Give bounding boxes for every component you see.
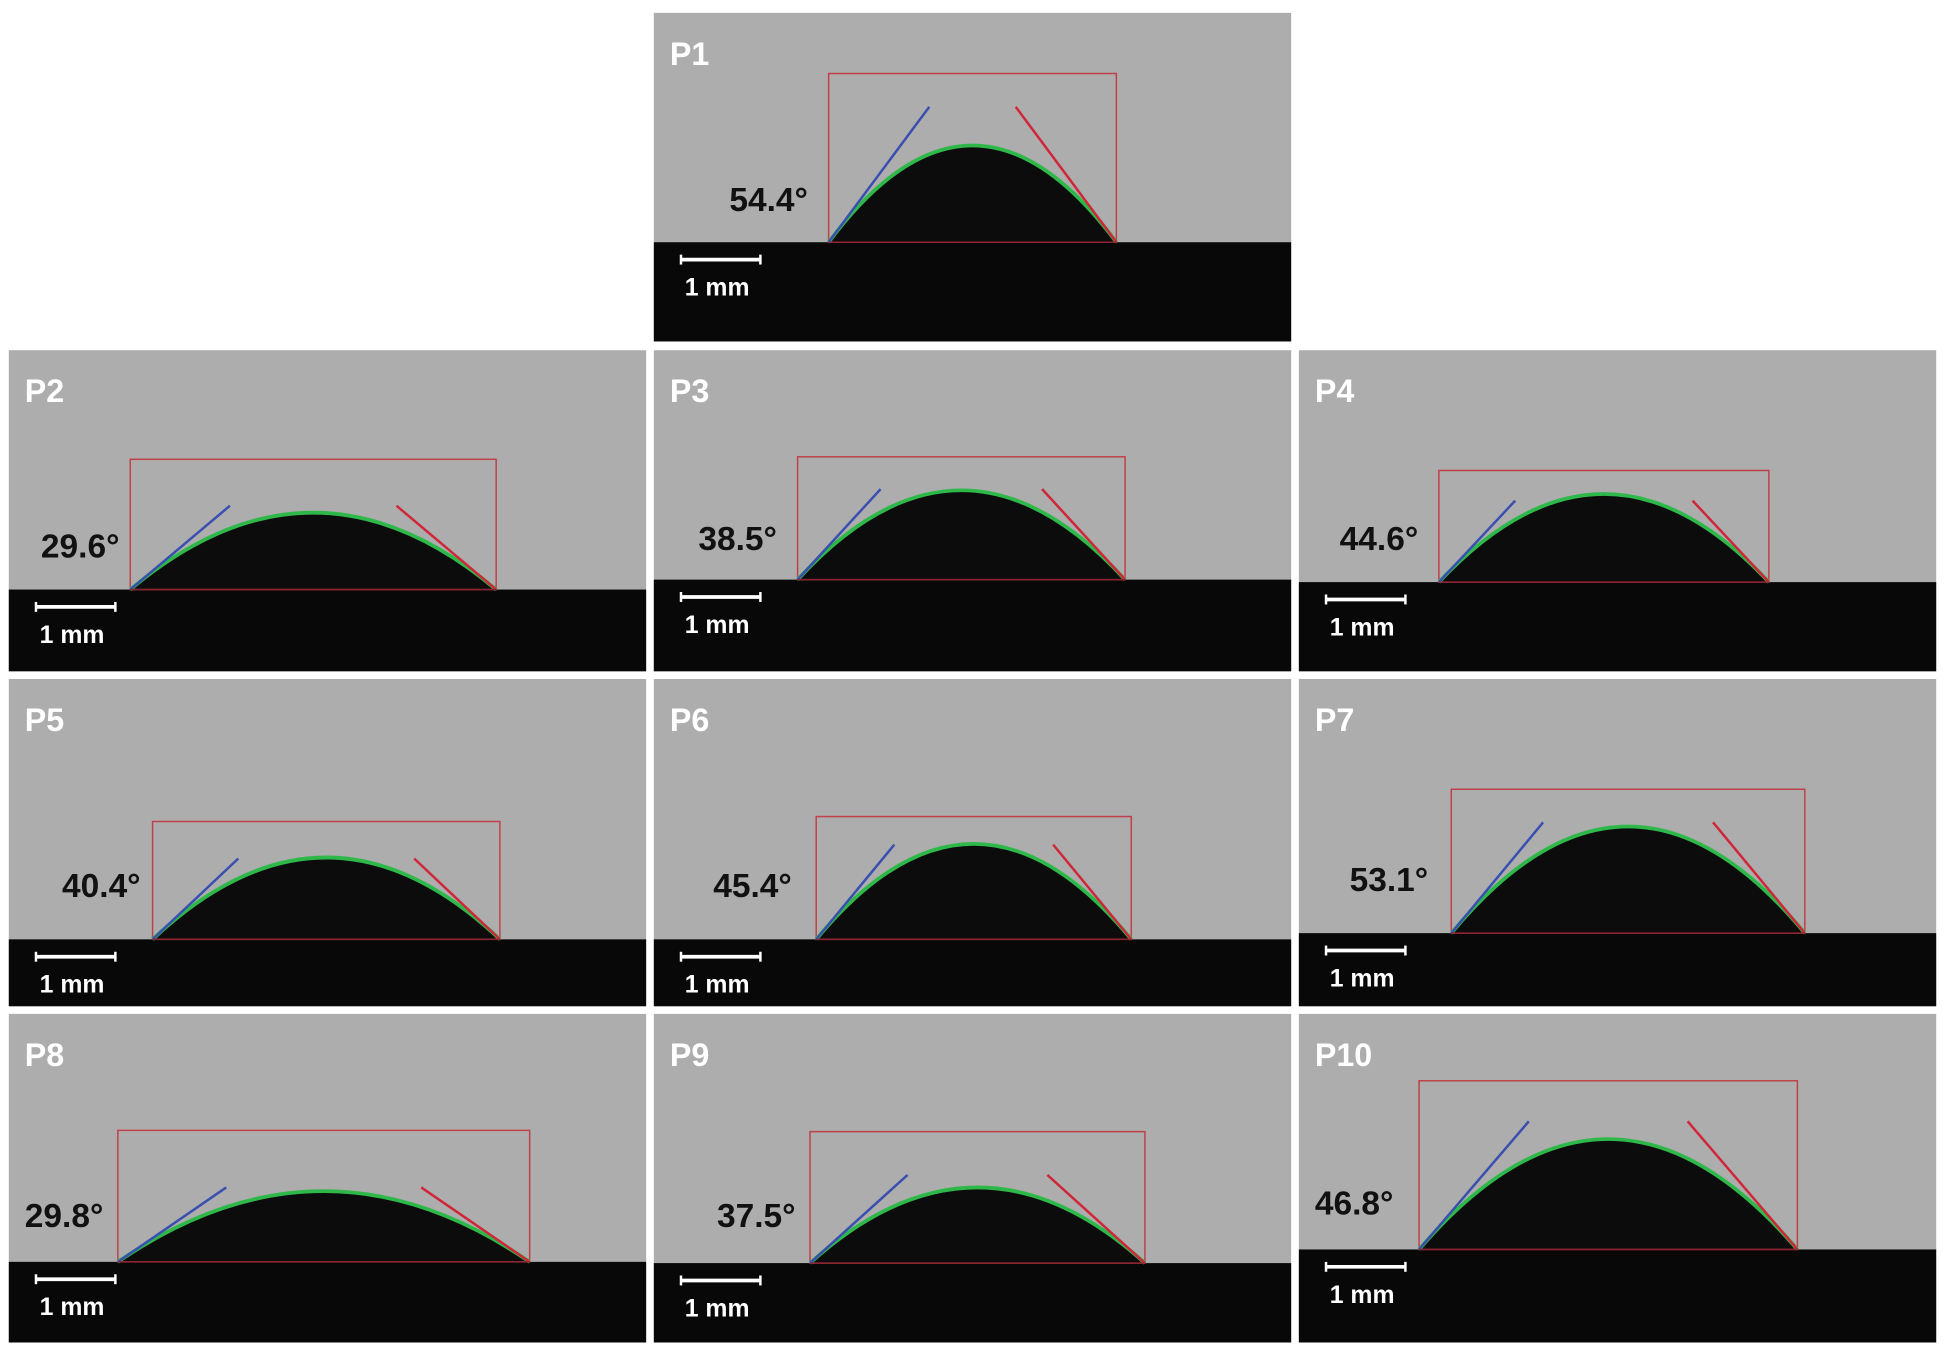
tangent-right bbox=[1686, 1120, 1799, 1251]
tangent-right bbox=[1712, 821, 1806, 934]
fit-curve bbox=[151, 855, 502, 941]
tangent-left bbox=[1437, 499, 1517, 583]
tangent-right bbox=[413, 857, 501, 941]
panel-label: P3 bbox=[670, 373, 709, 409]
substrate bbox=[653, 939, 1292, 1007]
contact-angle: 38.5° bbox=[698, 521, 777, 558]
panel-label: P9 bbox=[670, 1037, 709, 1073]
photo bbox=[653, 1013, 1292, 1343]
scale-label: 1 mm bbox=[40, 622, 105, 649]
fit-curve bbox=[808, 1185, 1147, 1265]
tangent-left bbox=[129, 504, 231, 591]
contact-angle: 44.6° bbox=[1340, 521, 1419, 558]
scale-label: 1 mm bbox=[685, 275, 750, 302]
panel: P8 29.8° 1 mm bbox=[8, 1013, 647, 1343]
photo bbox=[653, 350, 1292, 672]
tangent-right bbox=[1052, 843, 1133, 941]
panel-label: P7 bbox=[1315, 702, 1354, 738]
contact-angle: 40.4° bbox=[62, 868, 141, 905]
panel: P2 29.6° 1 mm bbox=[8, 350, 647, 672]
fit-curve bbox=[814, 842, 1133, 941]
scale-label: 1 mm bbox=[40, 972, 105, 999]
tangent-right bbox=[395, 504, 497, 591]
contact-angle: 54.4° bbox=[729, 182, 808, 219]
photo bbox=[8, 1013, 647, 1343]
tangent-left bbox=[815, 843, 896, 941]
scale-label: 1 mm bbox=[1330, 1282, 1395, 1309]
panel: P3 38.5° 1 mm bbox=[653, 350, 1292, 672]
panel-label: P1 bbox=[670, 36, 710, 72]
tangent-left bbox=[1450, 821, 1545, 934]
panel: P10 46.8° 1 mm bbox=[1298, 1013, 1937, 1343]
contact-angle: 53.1° bbox=[1350, 862, 1429, 899]
fit-curve bbox=[796, 488, 1127, 581]
scale-label: 1 mm bbox=[40, 1294, 105, 1321]
panel-label: P4 bbox=[1315, 373, 1355, 409]
substrate bbox=[1298, 933, 1937, 1007]
contact-angle: 37.5° bbox=[717, 1198, 796, 1235]
contact-angle: 45.4° bbox=[713, 868, 792, 905]
panel: P7 53.1° 1 mm bbox=[1298, 678, 1937, 1007]
tangent-right bbox=[1691, 499, 1770, 583]
scale-label: 1 mm bbox=[685, 972, 750, 999]
tangent-left bbox=[796, 488, 882, 581]
fit-curve bbox=[129, 510, 498, 591]
photo bbox=[1298, 678, 1937, 1007]
panel: P6 45.4° 1 mm bbox=[653, 678, 1292, 1007]
tangent-right bbox=[420, 1186, 531, 1263]
panel: P5 40.4° 1 mm bbox=[8, 678, 647, 1007]
photo bbox=[653, 12, 1292, 342]
photo bbox=[1298, 350, 1937, 672]
tangent-left bbox=[1418, 1120, 1530, 1251]
tangent-left bbox=[809, 1174, 909, 1265]
substrate bbox=[8, 939, 647, 1007]
panel-label: P2 bbox=[25, 373, 64, 409]
photo bbox=[8, 350, 647, 672]
scale-label: 1 mm bbox=[1330, 965, 1395, 992]
tangent-left bbox=[151, 857, 240, 941]
fit-curve bbox=[827, 143, 1118, 244]
panel-label: P8 bbox=[25, 1037, 64, 1073]
tangent-right bbox=[1014, 106, 1118, 243]
contact-angle: 29.8° bbox=[25, 1198, 104, 1235]
fit-curve bbox=[116, 1189, 531, 1264]
panel-label: P10 bbox=[1315, 1037, 1372, 1073]
panel: P9 37.5° 1 mm bbox=[653, 1013, 1292, 1343]
contact-angle: 29.6° bbox=[41, 528, 120, 565]
scale-label: 1 mm bbox=[685, 1295, 750, 1322]
panel: P1 54.4° 1 mm bbox=[653, 12, 1292, 342]
tangent-right bbox=[1041, 488, 1126, 581]
fit-curve bbox=[1417, 1137, 1799, 1251]
scale-label: 1 mm bbox=[685, 612, 750, 639]
panel: P4 44.6° 1 mm bbox=[1298, 350, 1937, 672]
fit-curve bbox=[1437, 492, 1771, 584]
tangent-left bbox=[117, 1186, 227, 1263]
contact-angle: 46.8° bbox=[1315, 1186, 1394, 1223]
scale-label: 1 mm bbox=[1330, 614, 1395, 641]
panel-label: P6 bbox=[670, 702, 709, 738]
fit-curve bbox=[1449, 824, 1807, 935]
tangent-left bbox=[827, 106, 931, 243]
tangent-right bbox=[1046, 1174, 1146, 1265]
panel-label: P5 bbox=[25, 702, 65, 738]
